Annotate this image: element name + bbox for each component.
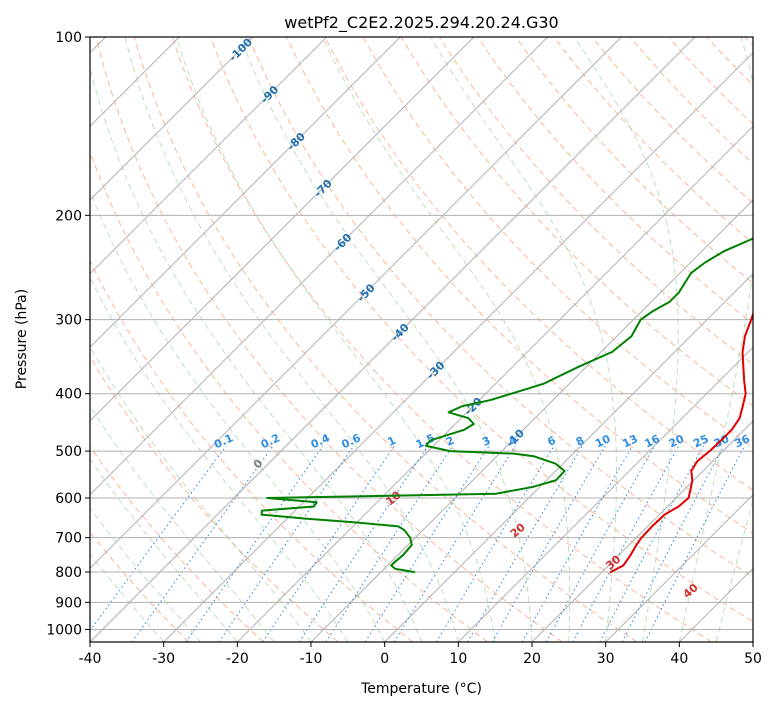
x-tick-label: 20: [523, 651, 541, 667]
x-tick-label: -20: [226, 651, 249, 667]
moist-adiabat: [175, 37, 496, 642]
y-tick-label: 200: [55, 208, 82, 224]
mixing-ratio-label: 30: [712, 432, 732, 450]
dewpoint-profile: [260, 237, 753, 574]
x-tick-label: -40: [79, 651, 102, 667]
mixing-ratio-line: [572, 445, 680, 642]
mixing-ratio-label: 25: [691, 432, 710, 450]
mixing-ratio-line: [491, 445, 606, 642]
plot-background: [90, 37, 753, 642]
x-tick-label: 40: [670, 651, 688, 667]
isotherm: [90, 37, 254, 201]
mixing-ratio-label: 10: [593, 432, 613, 450]
dry-adiabat: [248, 37, 753, 578]
mixing-ratio-line: [545, 445, 656, 642]
dry-adiabat: [286, 37, 753, 534]
temperature-profile: [609, 311, 753, 574]
dry-adiabat: [90, 445, 264, 642]
isotherm: [384, 272, 753, 642]
x-tick-label: 10: [449, 651, 467, 667]
moist-adiabat: [322, 37, 571, 642]
mixing-ratio-line: [521, 445, 633, 642]
mixing-ratio-label: 20: [667, 432, 687, 450]
moist-adiabat: [90, 276, 349, 642]
mixing-ratio-line: [325, 445, 454, 642]
isotherm: [90, 37, 328, 275]
isotherm: [605, 493, 753, 642]
y-tick-label: 400: [55, 387, 82, 403]
moist-adiabat: [574, 37, 679, 642]
y-tick-label: 900: [55, 595, 82, 611]
isotherm: [236, 125, 753, 642]
x-tick-label: -10: [300, 651, 323, 667]
moist-adiabat: [678, 37, 753, 642]
moist-adiabat: [90, 189, 386, 642]
dry-adiabat: [210, 37, 753, 623]
mixing-ratio-line: [364, 445, 490, 642]
dry-adiabat: [133, 37, 638, 642]
moist-adiabat: [90, 507, 201, 642]
mixing-ratio-line: [467, 445, 584, 642]
mixing-ratio-label: 13: [620, 432, 639, 450]
isotherm: [457, 346, 753, 642]
background-lines: [90, 37, 753, 642]
x-axis-label: Temperature (°C): [360, 681, 482, 697]
isotherm: [163, 51, 753, 642]
isotherm: [90, 37, 401, 349]
axes: -40 -30 -20 -10 0 10 20 30 40 50 100 200 300 400 500 60…: [46, 30, 762, 667]
x-tick-label: 50: [744, 651, 762, 667]
mixing-ratio-line: [262, 445, 395, 642]
y-tick-label: 600: [55, 491, 82, 507]
moist-adiabat: [430, 37, 618, 642]
x-tick-label: 0: [380, 651, 389, 667]
y-axis-label: Pressure (hPa): [14, 289, 30, 389]
moist-adiabat: [90, 458, 238, 642]
mixing-ratio-line: [435, 445, 555, 642]
isotherm: [90, 37, 549, 496]
dry-adiabat: [171, 37, 712, 642]
y-tick-label: 500: [55, 444, 82, 460]
plot-frame: [89, 36, 754, 643]
mixing-ratio-label: 16: [643, 432, 663, 450]
chart-title: wetPf2_C2E2.2025.294.20.24.G30: [284, 13, 558, 33]
dry-adiabat: [90, 259, 414, 642]
x-tick-label: 30: [597, 651, 615, 667]
mixing-ratio-line: [393, 445, 516, 642]
x-tick-label: -30: [152, 651, 175, 667]
isotherm: [531, 420, 753, 642]
moist-adiabat: [90, 405, 275, 642]
y-tick-label: 700: [55, 531, 82, 547]
mixing-ratio-label: 36: [733, 432, 753, 450]
y-tick-label: 800: [55, 565, 82, 581]
moist-adiabat: [239, 37, 533, 642]
mixing-ratio-line: [298, 445, 429, 642]
moist-adiabat: [124, 37, 459, 642]
isotherm: [90, 37, 622, 570]
isotherm: [90, 37, 475, 422]
y-tick-label: 300: [55, 313, 82, 329]
y-tick-label: 1000: [46, 622, 82, 638]
dry-adiabat: [515, 37, 753, 284]
y-tick-label: 100: [55, 30, 82, 46]
dry-adiabat: [324, 37, 753, 491]
moist-adiabat: [90, 66, 422, 642]
moist-adiabat: [715, 498, 753, 642]
moist-adiabat: [90, 553, 165, 642]
profiles: [260, 237, 753, 574]
dry-adiabat: [95, 37, 563, 642]
isotherm: [90, 37, 696, 642]
